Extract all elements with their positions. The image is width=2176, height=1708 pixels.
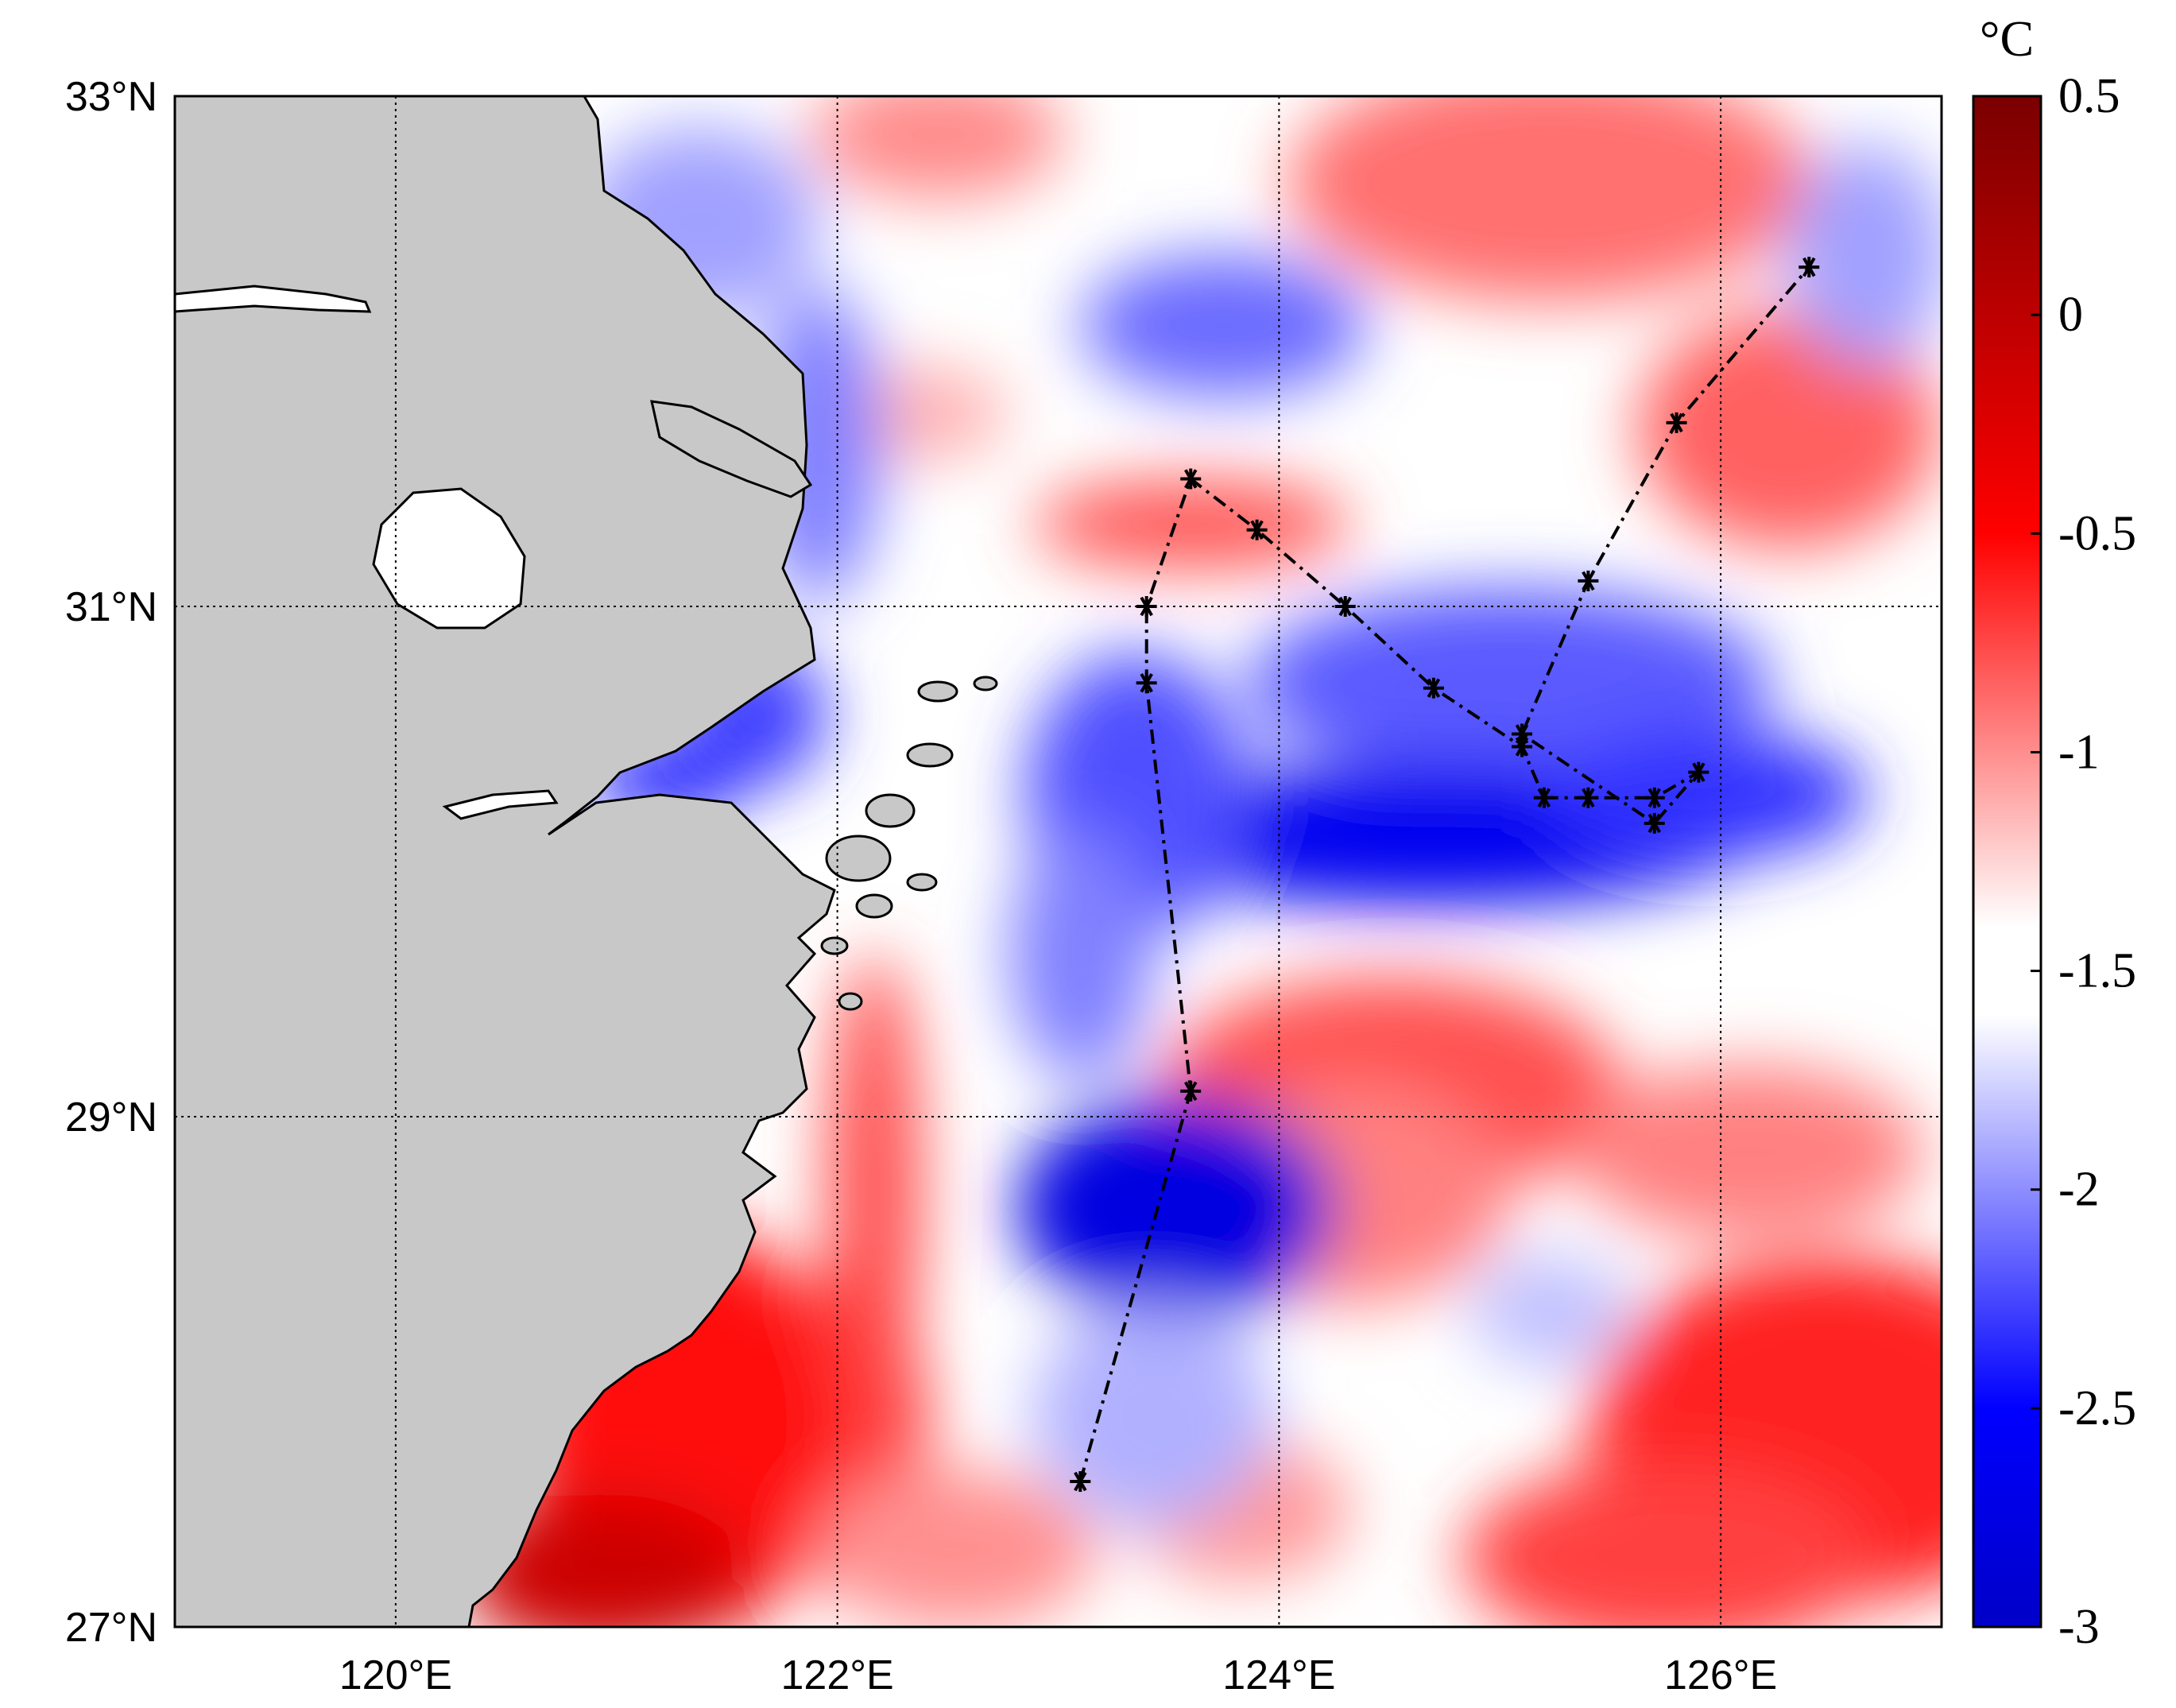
station-marker xyxy=(1423,677,1444,699)
ship-track xyxy=(1070,257,1820,1493)
lon-tick-label: 124°E xyxy=(1222,1652,1335,1698)
station-marker xyxy=(1533,787,1555,808)
chongming-island xyxy=(650,400,813,498)
station-marker xyxy=(1512,723,1533,745)
station-marker xyxy=(1666,412,1687,433)
mainland-coast xyxy=(175,96,836,1627)
colorbar-tick-label: -2.5 xyxy=(2058,1381,2136,1435)
lat-tick-label: 29°N xyxy=(65,1094,157,1141)
colorbar-scale xyxy=(1972,95,2042,1629)
colorbar-unit-label: °C xyxy=(1980,10,2034,67)
land-mask xyxy=(175,96,998,1627)
lon-tick-label: 122°E xyxy=(781,1652,894,1698)
station-marker xyxy=(1180,1080,1202,1102)
taihu-lake xyxy=(372,487,526,629)
station-marker xyxy=(1578,787,1599,808)
station-marker xyxy=(1246,519,1268,540)
track-line xyxy=(1078,265,1810,1482)
station-marker xyxy=(1578,570,1599,591)
lat-tick-label: 31°N xyxy=(65,584,157,630)
latitude-tick-labels: 27°N 29°N 31°N 33°N xyxy=(65,74,157,1651)
colorbar: 0.5 0 -0.5 -1 -1.5 -2 -2.5 -3 °C xyxy=(1972,10,2136,1654)
colorbar-tick-label: 0.5 xyxy=(2058,69,2120,123)
station-marker xyxy=(1512,736,1533,757)
station-marker xyxy=(1180,468,1202,490)
lat-tick-label: 33°N xyxy=(65,74,157,120)
station-marker xyxy=(1334,596,1356,617)
station-marker xyxy=(1798,257,1820,278)
colorbar-tick-label: -0.5 xyxy=(2058,506,2136,560)
longitude-tick-labels: 120°E 122°E 124°E 126°E xyxy=(339,1652,1778,1698)
colorbar-tick-label: 0 xyxy=(2058,288,2083,342)
map-frame xyxy=(173,95,1943,1629)
colorbar-tick-label: -2 xyxy=(2058,1163,2100,1217)
station-marker xyxy=(1136,596,1157,617)
station-marker xyxy=(1136,672,1157,694)
station-marker xyxy=(1688,761,1709,783)
hangzhou-bay-inlet xyxy=(442,789,559,820)
station-marker xyxy=(1644,787,1665,808)
colorbar-tick-label: -1 xyxy=(2058,725,2100,779)
lon-tick-label: 126°E xyxy=(1664,1652,1777,1698)
colorbar-tick-label: -3 xyxy=(2058,1600,2100,1654)
lat-tick-label: 27°N xyxy=(65,1605,157,1651)
station-marker xyxy=(1644,812,1665,834)
lon-tick-label: 120°E xyxy=(339,1652,452,1698)
station-marker xyxy=(1070,1471,1091,1493)
colorbar-tick-label: -1.5 xyxy=(2058,944,2136,998)
north-river xyxy=(175,285,372,313)
zhoushan-islands xyxy=(820,676,998,1011)
colorbar-tick-labels: 0.5 0 -0.5 -1 -1.5 -2 -2.5 -3 xyxy=(2031,69,2136,1654)
map-gridlines xyxy=(175,96,1942,1627)
